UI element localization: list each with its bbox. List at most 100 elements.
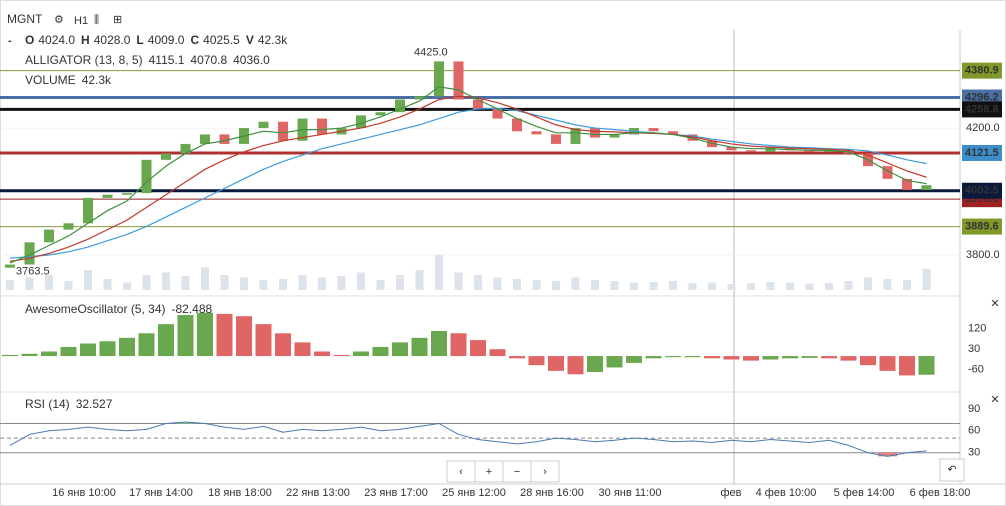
price-tag [962, 101, 1002, 118]
price-tag-label: 4380.9 [965, 65, 999, 77]
ao-title: AwesomeOscillator (5, 34) [25, 302, 166, 316]
x-tick-label: 6 фев 18:00 [910, 487, 971, 499]
ohlc-value: 4009.0 [148, 33, 185, 47]
candle [395, 99, 405, 113]
rsi-title: RSI (14) [25, 397, 70, 411]
volume-bar [337, 276, 346, 290]
x-tick-label: 28 янв 16:00 [520, 487, 584, 499]
candle [785, 147, 795, 151]
ao-bar [684, 356, 701, 358]
ao-bar [431, 330, 447, 357]
alligator-value: 4115.1 [149, 53, 185, 67]
volume-bar [493, 277, 502, 290]
ao-bar [918, 356, 935, 375]
volume-bar [25, 277, 34, 290]
candle [668, 131, 678, 135]
price-tag-label: 4296.2 [965, 91, 999, 103]
ao-bar [21, 353, 38, 357]
candle [570, 128, 581, 144]
ao-bar [60, 346, 77, 357]
volume-bar [864, 277, 872, 290]
candle [609, 134, 620, 138]
x-tick-label: фев [720, 487, 741, 499]
settings-icon[interactable]: ⚙ [54, 14, 64, 26]
candle [804, 150, 815, 152]
rsi-oversold [877, 452, 898, 457]
candle [63, 223, 74, 230]
ao-bar [41, 351, 57, 357]
volume-bar [669, 281, 677, 290]
y-tick-label: 30 [968, 343, 980, 355]
candle [921, 185, 932, 190]
ao-bar [626, 356, 642, 363]
ao-bar [879, 356, 896, 371]
reset[interactable] [939, 458, 965, 482]
volume-bar [903, 280, 911, 290]
candle [180, 143, 191, 154]
alligator-name: ALLIGATOR (13, 8, 5) [25, 53, 143, 67]
y-tick-label: 90 [968, 403, 980, 415]
compare-icon[interactable]: ⊞ [113, 14, 122, 26]
volume-bar [571, 277, 580, 290]
close-pane[interactable]: ✕ [990, 394, 999, 406]
ohlc-value: 42.3k [258, 33, 288, 47]
ao-bar [645, 356, 662, 359]
volume-bar [64, 281, 73, 290]
ao-bar [177, 315, 194, 357]
ao-bar [840, 356, 857, 361]
close-pane[interactable]: ✕ [990, 298, 999, 310]
price-tag [962, 62, 1002, 79]
volume-bar [181, 276, 190, 290]
volume-bar [84, 270, 92, 290]
candle [473, 99, 483, 110]
x-tick-label: 4 фев 10:00 [756, 487, 817, 499]
price-tag-label: 4258.8 [965, 103, 999, 115]
volume-bar [727, 284, 736, 290]
volume-name: VOLUME [25, 73, 76, 87]
ao-bar [236, 316, 252, 357]
volume-bar [435, 255, 443, 290]
collapse-toggle[interactable]: - [8, 35, 12, 47]
ao-bar [99, 341, 116, 357]
volume-bar [825, 283, 833, 290]
candle [5, 264, 15, 268]
volume-bar [298, 275, 307, 290]
interval[interactable]: H1 [74, 15, 88, 27]
ao-bar [158, 324, 174, 357]
ao-bar [80, 343, 96, 357]
candle [44, 229, 54, 243]
symbol[interactable]: MGNT [7, 12, 43, 26]
scroll-right-icon: › [543, 466, 547, 478]
candle [414, 96, 425, 100]
ao-bar [606, 356, 623, 368]
ao-bar [743, 356, 759, 361]
y-tick-label: 120 [968, 323, 986, 335]
ao-bar [372, 346, 389, 357]
rsi-line [9, 421, 927, 457]
x-tick-label: 25 янв 12:00 [442, 487, 506, 499]
ohlc-key: V [246, 33, 254, 47]
candle [375, 112, 386, 116]
volume-bar [162, 272, 170, 290]
ohlc-key: C [190, 33, 199, 47]
indicators-icon[interactable]: ⫼ [94, 14, 99, 26]
ao-bar [450, 333, 467, 357]
alligator-teeth [9, 95, 927, 262]
ao-bar [2, 354, 18, 357]
rsi-overbought [175, 422, 196, 424]
alligator-value: 4070.8 [190, 53, 227, 67]
candle [492, 109, 503, 119]
scroll-right[interactable] [530, 460, 560, 483]
candle [453, 61, 464, 100]
candle [687, 134, 698, 141]
ao-bar [333, 354, 350, 357]
ao-bar [353, 351, 369, 357]
candle [278, 121, 288, 141]
candle [141, 159, 152, 194]
ao-bar [723, 356, 740, 360]
ao-bar [392, 342, 408, 357]
high-annotation: 4425.0 [414, 47, 448, 59]
ao-bar [197, 312, 213, 357]
